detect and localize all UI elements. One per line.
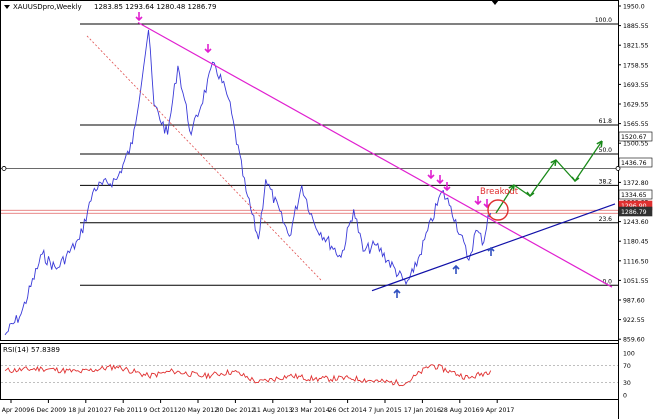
price-label-box-2 xyxy=(618,189,653,200)
time-tick-label-5: 20 May 2012 xyxy=(178,407,218,414)
fib-levels: 100.0 61.8 50.0 38.2 23.6 0.0 xyxy=(1,17,621,286)
symbol-label: XAUUSDpro,Weekly xyxy=(13,3,82,11)
projected-pivot-0 xyxy=(526,191,535,198)
rsi-tick-label-0: 100 xyxy=(623,351,635,358)
price-tick-label-4: 1693.55 xyxy=(623,82,649,89)
time-tick-label-11: 17 Jan 2016 xyxy=(404,407,441,414)
time-tick-label-8: 23 Mar 2014 xyxy=(291,407,330,414)
fib-label-0-0: 0.0 xyxy=(602,278,612,285)
price-tick-label-11: 1243.60 xyxy=(623,219,649,226)
time-tick-label-1: 6 Dec 2009 xyxy=(31,407,67,414)
time-tick-label-2: 18 Jul 2010 xyxy=(68,407,103,414)
projected-arrowhead-2 xyxy=(596,140,603,148)
price-label-text-2: 1334.65 xyxy=(621,192,647,199)
fib-label-61-8: 61.8 xyxy=(599,118,613,125)
price-series xyxy=(4,29,492,336)
price-tick-label-2: 1821.55 xyxy=(623,43,649,50)
level-anchor-right xyxy=(615,166,621,171)
peak-arrow-1 xyxy=(135,12,143,22)
fib-label-100-0: 100.0 xyxy=(595,17,612,24)
price-tick-label-16: 922.55 xyxy=(623,317,645,324)
price-tick-label-5: 1629.55 xyxy=(623,102,649,109)
trough-arrow-3 xyxy=(487,246,495,256)
price-tick-label-3: 1758.55 xyxy=(623,62,649,69)
price-tick-label-7: 1500.55 xyxy=(623,141,649,148)
descending-trendline xyxy=(137,21,613,288)
peak-arrow-3 xyxy=(427,170,435,180)
price-tick-label-6: 1565.55 xyxy=(623,121,649,128)
breakout-label: Breakout xyxy=(480,187,519,197)
projected-arrowhead-1 xyxy=(550,159,557,167)
trendlines xyxy=(86,21,616,292)
symbol-dropdown-icon[interactable] xyxy=(4,5,10,9)
time-tick-label-4: 9 Oct 2011 xyxy=(143,407,177,414)
main-chart-frame xyxy=(0,0,619,341)
peak-arrow-2 xyxy=(204,44,212,54)
price-label-box-0 xyxy=(618,131,653,142)
ascending-trendline xyxy=(371,203,616,292)
peak-arrow-5 xyxy=(443,182,451,192)
rsi-tick-label-2: 30 xyxy=(623,380,631,387)
projected-arrowhead-0 xyxy=(508,184,515,192)
price-label-text-4: 1286.79 xyxy=(621,209,647,216)
price-line xyxy=(4,29,492,336)
projected-path xyxy=(495,140,603,214)
price-tick-label-1: 1885.55 xyxy=(623,23,649,30)
rsi-panel-frame xyxy=(0,343,619,400)
rsi-title: RSI(14) 57.8389 xyxy=(3,346,60,354)
time-tick-label-9: 26 Oct 2014 xyxy=(328,407,366,414)
price-tick-label-12: 1180.45 xyxy=(623,239,649,246)
markers xyxy=(135,12,603,298)
breakout-circle xyxy=(487,199,509,221)
price-tick-label-0: 1950.0 xyxy=(623,4,645,11)
time-tick-label-3: 27 Feb 2011 xyxy=(104,407,143,414)
chart-header: XAUUSDpro,Weekly 1283.85 1293.64 1280.48… xyxy=(4,3,216,11)
price-label-box-1 xyxy=(618,157,653,168)
price-label-text-0: 1520.67 xyxy=(621,134,647,141)
price-tick-label-15: 987.60 xyxy=(623,298,645,305)
ohlc-readout: 1283.85 1293.64 1280.48 1286.79 xyxy=(94,3,216,11)
time-tick-label-13: 9 Apr 2017 xyxy=(480,407,514,414)
time-tick-label-6: 30 Dec 2012 xyxy=(216,407,256,414)
dashed-projection-line xyxy=(86,35,323,282)
rsi-series xyxy=(1,364,618,387)
price-label-text-1: 1436.76 xyxy=(621,160,647,167)
projected-pivot-1 xyxy=(571,176,580,183)
trough-arrow-1 xyxy=(393,288,401,298)
price-label-text-3: 1296.90 xyxy=(621,203,647,210)
chart-shift-marker xyxy=(491,0,499,5)
fib-label-38-2: 38.2 xyxy=(599,178,613,185)
price-label-box-4 xyxy=(618,206,653,217)
rsi-tick-label-3: 0 xyxy=(623,393,627,400)
price-tick-label-13: 1116.50 xyxy=(623,258,649,265)
time-tick-label-12: 28 Aug 2016 xyxy=(440,407,480,414)
trough-arrow-2 xyxy=(452,264,460,274)
fib-label-50-0: 50.0 xyxy=(599,147,613,154)
price-tick-label-14: 1051.55 xyxy=(623,278,649,285)
time-tick-label-0: 26 Apr 2009 xyxy=(0,407,30,414)
time-tick-label-7: 11 Aug 2013 xyxy=(253,407,293,414)
rsi-tick-label-1: 70 xyxy=(623,363,631,370)
rsi-line xyxy=(4,364,492,387)
peak-arrow-4 xyxy=(436,175,444,185)
peak-arrow-6 xyxy=(474,196,482,206)
time-tick-label-10: 7 Jun 2015 xyxy=(368,407,401,414)
rsi-axis: 100 70 30 0 xyxy=(623,351,635,400)
price-tick-label-17: 859.60 xyxy=(623,337,645,344)
price-tick-label-9: 1372.80 xyxy=(623,180,649,187)
fib-label-23-6: 23.6 xyxy=(599,216,613,223)
price-axis: 1950.0 1885.55 1821.55 1758.55 1693.55 1629.5… xyxy=(618,4,653,344)
level-anchor-left xyxy=(1,166,7,171)
